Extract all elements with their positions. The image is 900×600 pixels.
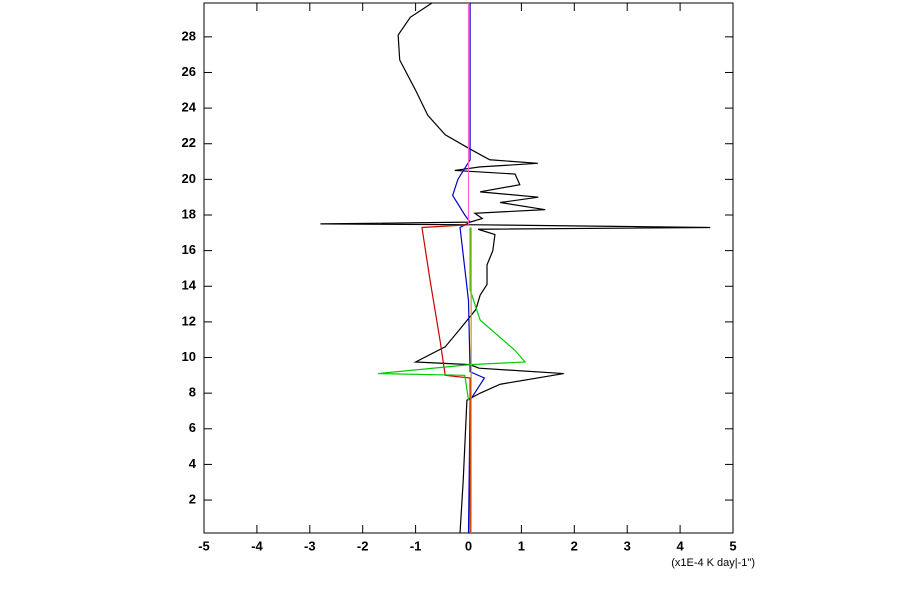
y-tick-label: 22 [182,135,196,150]
x-tick-label: 0 [465,538,472,553]
x-tick-label: 4 [676,538,684,553]
x-tick-label: -2 [357,538,369,553]
x-tick-label: -1 [410,538,422,553]
x-tick-label: -5 [198,538,210,553]
y-tick-label: 6 [189,420,196,435]
x-tick-label: -3 [304,538,316,553]
profile-line [320,2,711,534]
y-tick-label: 4 [189,456,197,471]
x-tick-label: 5 [729,538,736,553]
profile-line [421,224,471,533]
y-tick-label: 12 [182,313,196,328]
y-tick-label: 20 [182,171,196,186]
y-tick-label: 24 [182,100,197,115]
x-tick-label: 3 [624,538,631,553]
y-tick-label: 28 [182,28,196,43]
x-tick-label: 1 [518,538,525,553]
y-tick-label: 18 [182,206,196,221]
x-tick-label: 2 [571,538,578,553]
y-tick-label: 26 [182,64,196,79]
profile-line [377,227,527,401]
y-tick-label: 8 [189,385,196,400]
y-tick-label: 16 [182,242,196,257]
x-axis-label: (x1E-4 K day|-1") [671,557,755,569]
y-tick-label: 2 [189,491,196,506]
y-tick-label: 10 [182,349,196,364]
x-tick-label: -4 [251,538,263,553]
y-tick-label: 14 [182,278,197,293]
